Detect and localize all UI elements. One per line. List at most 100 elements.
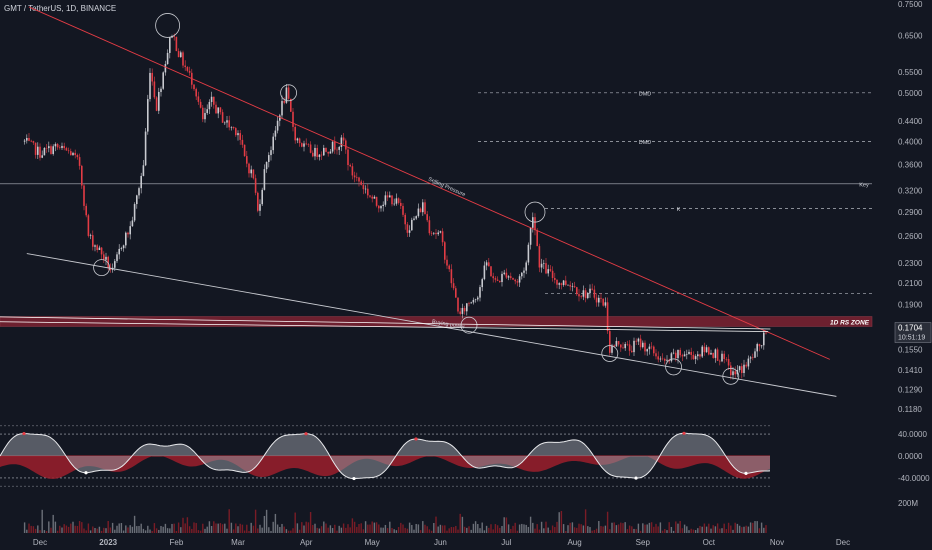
candle-body [89,235,92,236]
volume-bar [677,523,679,533]
candle-body [448,265,450,270]
volume-bar [320,526,323,533]
candle-body [127,232,129,235]
candle-body [338,146,340,150]
candle-body [32,141,35,143]
volume-bar [294,512,296,533]
volume-bar [441,525,444,533]
volume-bar [197,530,200,533]
candle-body [228,120,230,128]
candle-body [626,344,629,345]
volume-bar [679,521,681,533]
volume-bar [89,530,92,533]
candle-body [441,231,444,243]
candle-body [305,143,307,145]
volume-bar [142,528,145,533]
volume-bar [635,529,637,533]
volume-bar [549,530,552,533]
candle-body [499,280,501,283]
volume-bar [369,524,371,533]
volume-bar [43,530,46,533]
candle-body [400,202,402,206]
candle-body [155,97,158,111]
volume-bar [450,526,453,533]
last-price-tag [894,322,932,343]
volume-bar [415,523,417,533]
rs-zone-label: 1D RS ZONE [830,320,870,327]
osc-signal-dot [744,471,748,475]
volume-bar [250,522,252,533]
volume-bar [213,521,215,533]
volume-bar [510,528,512,533]
price-axis-label: 0.7500 [898,0,923,9]
volume-bar [439,524,442,533]
volume-bar [50,527,52,533]
candle-body [712,352,714,358]
candle-body [340,137,343,147]
volume-bar [611,522,613,533]
candle-body [149,72,151,100]
volume-bar [705,526,708,533]
volume-bar [670,526,673,533]
volume-bar [580,524,582,533]
candle-body [521,272,523,277]
candle-body [516,281,519,283]
volume-bar [382,527,384,533]
volume-bar [243,530,246,533]
candle-body [285,87,288,103]
candle-body [107,256,109,268]
volume-bar [756,521,758,533]
candle-body [422,202,424,213]
candle-body [122,245,125,249]
volume-bar [455,525,457,533]
candle-body [532,217,534,228]
volume-bar [714,526,717,533]
volume-bar [606,511,609,533]
volume-bar [331,527,334,533]
volume-pane [23,509,767,533]
volume-bar [639,530,642,533]
candle-body [424,202,426,215]
volume-bar [122,530,125,533]
volume-bar [116,525,118,533]
volume-bar [430,530,433,533]
candle-body [488,262,490,267]
candle-body [226,120,228,123]
last-price-label: 0.1704 [898,324,923,333]
candle-body [435,232,437,235]
candle-body [765,332,767,334]
candle-body [433,232,435,234]
candle-body [573,286,576,288]
volume-bar [373,522,376,533]
candle-body [701,346,703,357]
candle-body [560,283,563,285]
volume-bar [738,525,741,533]
candle-body [602,298,604,306]
volume-bar [395,530,398,533]
volume-bar [745,525,747,533]
volume-bar [226,528,228,533]
price-axis-label: 0.6500 [898,31,923,40]
candle-body [694,356,697,360]
candle-body [545,263,547,274]
volume-bar [664,528,666,533]
volume-bar [305,521,307,533]
candle-body [274,130,277,137]
volume-bar [560,510,563,533]
candle-body [290,98,292,112]
candle-body [186,67,189,71]
price-axis-label: 0.4400 [898,117,923,126]
candle-body [642,342,644,348]
candle-body [193,84,195,90]
candle-body [318,154,321,157]
candle-body [371,196,373,199]
volume-bar [362,529,365,533]
volume-bar [694,530,697,533]
candle-body [547,269,549,274]
volume-bar [204,528,206,533]
volume-bar [45,530,48,533]
volume-bar [499,527,501,533]
candle-body [98,247,101,251]
volume-bar [602,526,604,533]
